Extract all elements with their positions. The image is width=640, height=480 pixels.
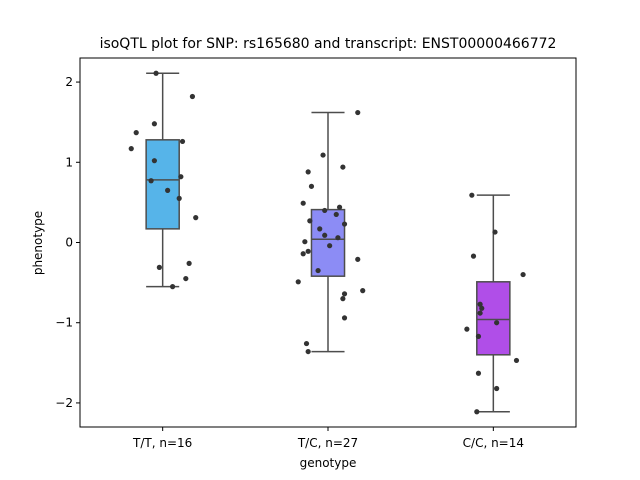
data-point bbox=[305, 169, 311, 175]
data-point bbox=[153, 70, 159, 76]
data-point bbox=[151, 121, 157, 127]
data-point bbox=[169, 284, 176, 290]
x-tick-label: C/C, n=14 bbox=[463, 436, 524, 450]
data-point bbox=[156, 264, 162, 270]
data-point bbox=[322, 207, 328, 214]
x-axis: T/T, n=16 T/C, n=27 C/C, n=14 bbox=[132, 427, 524, 450]
data-point bbox=[474, 409, 480, 415]
data-point bbox=[178, 174, 184, 180]
data-point bbox=[341, 291, 348, 297]
data-point bbox=[317, 226, 323, 232]
data-point bbox=[479, 305, 485, 311]
data-point bbox=[308, 183, 315, 189]
box bbox=[310, 208, 346, 277]
data-point bbox=[193, 215, 199, 221]
y-axis: −2 −1 0 1 2 bbox=[55, 75, 80, 410]
y-tick-label: 1 bbox=[65, 155, 73, 169]
x-tick-label: T/C, n=27 bbox=[297, 436, 358, 450]
chart-title: isoQTL plot for SNP: rs165680 and transc… bbox=[100, 36, 557, 52]
x-axis-label: genotype bbox=[300, 456, 357, 470]
data-point bbox=[470, 253, 477, 259]
data-point bbox=[340, 296, 346, 302]
data-point bbox=[305, 248, 311, 254]
data-point bbox=[128, 146, 134, 152]
data-point bbox=[133, 130, 139, 136]
data-point bbox=[355, 109, 361, 116]
data-point bbox=[315, 267, 321, 274]
data-point bbox=[300, 200, 306, 206]
data-point bbox=[341, 221, 348, 227]
y-axis-label: phenotype bbox=[31, 211, 45, 275]
plot-area bbox=[128, 70, 526, 415]
data-point bbox=[475, 333, 482, 339]
data-point bbox=[360, 288, 366, 294]
box-group bbox=[145, 72, 180, 288]
data-point bbox=[302, 239, 308, 245]
data-point bbox=[322, 232, 328, 238]
data-point bbox=[176, 195, 182, 201]
y-tick-label: −1 bbox=[55, 316, 73, 330]
data-point bbox=[494, 320, 500, 326]
y-tick-label: 2 bbox=[65, 75, 73, 89]
data-point bbox=[300, 251, 306, 257]
data-point bbox=[341, 315, 348, 321]
data-point bbox=[303, 340, 310, 347]
y-tick-label: −2 bbox=[55, 396, 73, 410]
data-point bbox=[469, 192, 475, 198]
box bbox=[145, 139, 180, 230]
data-point bbox=[494, 385, 500, 392]
data-point bbox=[189, 93, 196, 100]
data-point bbox=[520, 271, 526, 278]
y-tick-label: 0 bbox=[65, 236, 73, 250]
data-point bbox=[165, 187, 171, 193]
data-point bbox=[295, 279, 301, 285]
data-point bbox=[513, 357, 520, 364]
data-point bbox=[340, 164, 346, 170]
x-tick-label: T/T, n=16 bbox=[132, 436, 192, 450]
data-point bbox=[336, 204, 343, 210]
data-point bbox=[464, 326, 470, 332]
data-point bbox=[320, 152, 326, 158]
data-point bbox=[335, 235, 341, 241]
data-point bbox=[179, 138, 186, 145]
data-point bbox=[492, 229, 498, 235]
data-point bbox=[148, 178, 154, 184]
data-point bbox=[151, 158, 157, 164]
box bbox=[476, 281, 511, 356]
box-group bbox=[310, 111, 346, 353]
data-point bbox=[307, 218, 313, 224]
data-point bbox=[477, 301, 483, 307]
data-point bbox=[475, 370, 482, 376]
data-point bbox=[355, 256, 361, 262]
data-point bbox=[305, 348, 311, 355]
data-point bbox=[477, 310, 483, 316]
data-point bbox=[333, 211, 339, 218]
data-point bbox=[327, 243, 333, 249]
data-point bbox=[183, 275, 189, 282]
data-point bbox=[186, 260, 192, 266]
box-group bbox=[476, 194, 511, 413]
